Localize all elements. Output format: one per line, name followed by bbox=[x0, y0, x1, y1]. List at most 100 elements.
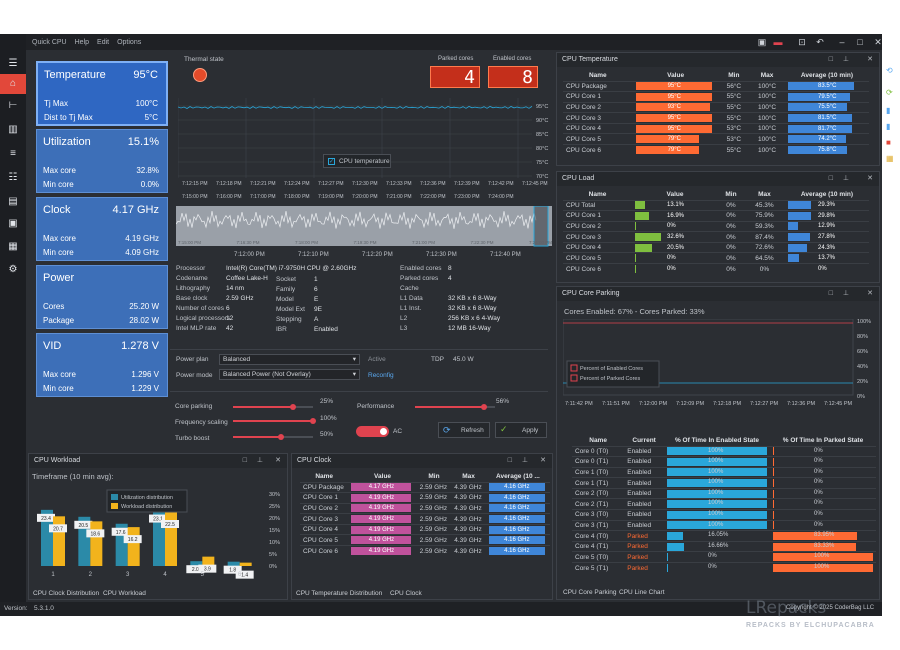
menu-icon[interactable]: ☰ bbox=[8, 58, 18, 69]
utilization-card[interactable]: Utilization 15.1% Max core 32.8% Min core… bbox=[36, 129, 168, 193]
column-header[interactable]: Max bbox=[462, 472, 475, 480]
chart-legend: Utilization distribution Workload distrib… bbox=[106, 489, 188, 513]
legend-label: Percent of Parked Cores bbox=[580, 376, 640, 382]
menu-options[interactable]: Options bbox=[117, 38, 142, 46]
column-header[interactable]: Value bbox=[667, 71, 685, 79]
chart-legend: Percent of Enabled Cores Percent of Parke… bbox=[566, 360, 660, 388]
column-header[interactable]: % Of Time In Parked State bbox=[782, 436, 864, 444]
column-header[interactable]: Value bbox=[374, 472, 392, 480]
temperature-card[interactable]: Temperature 95°C Tj Max 100°C Dist to Tj … bbox=[36, 61, 168, 126]
close-icon[interactable]: ✕ bbox=[540, 457, 546, 464]
info-value: 9E bbox=[314, 306, 322, 313]
close-icon[interactable]: ✕ bbox=[867, 56, 873, 63]
core-name: Core 4 (T0) bbox=[572, 530, 625, 542]
pin-icon[interactable]: ⊥ bbox=[842, 290, 849, 297]
info-value: Enabled bbox=[314, 326, 338, 333]
table-row: Core 1 (T1) Enabled 100% 0% bbox=[572, 477, 876, 489]
x-tick-label: 7:23:00 PM bbox=[454, 194, 480, 200]
minimize-icon[interactable]: – bbox=[839, 37, 845, 47]
ac-toggle[interactable] bbox=[356, 426, 389, 437]
column-header[interactable]: % Of Time In Enabled State bbox=[674, 436, 760, 444]
cell: 2.59 GHz bbox=[416, 534, 452, 546]
undo-icon[interactable]: ↶ bbox=[816, 37, 824, 47]
column-header[interactable]: Max bbox=[758, 190, 771, 198]
column-header[interactable]: Value bbox=[666, 190, 684, 198]
power-mode-select[interactable]: Balanced Power (Not Overlay) ▾ bbox=[219, 369, 360, 380]
grid-icon[interactable]: ▦ bbox=[8, 241, 18, 252]
column-header[interactable]: Average (10 min) bbox=[800, 71, 854, 79]
close-icon[interactable]: ✕ bbox=[275, 457, 281, 464]
column-header[interactable]: Name bbox=[588, 190, 607, 198]
sync-icon[interactable]: ⟳ bbox=[886, 88, 893, 97]
document-icon[interactable]: ▤ bbox=[8, 196, 18, 207]
power-card[interactable]: Power Cores 25.20 W Package 28.02 W bbox=[36, 265, 168, 329]
menu-help[interactable]: Help bbox=[74, 38, 90, 46]
column-header[interactable]: Max bbox=[760, 71, 774, 79]
refresh-button[interactable]: ⟳ Refresh bbox=[438, 422, 490, 438]
tab-workload[interactable]: CPU Workload bbox=[103, 590, 146, 597]
close-icon[interactable]: ✕ bbox=[867, 290, 873, 297]
bars-icon[interactable]: ▮ bbox=[886, 106, 891, 115]
table-row: CPU Core 5 4.19 GHz 2.59 GHz 4.39 GHz 4.16 G… bbox=[300, 534, 550, 546]
screenshot-icon[interactable]: ⊡ bbox=[798, 37, 806, 47]
apply-button[interactable]: ✓ Apply bbox=[495, 422, 547, 438]
card-row-value: 25.20 W bbox=[129, 302, 159, 311]
home-icon[interactable]: ⌂ bbox=[0, 74, 26, 94]
pin-icon[interactable]: ⊥ bbox=[842, 56, 849, 63]
column-header[interactable]: Name bbox=[315, 472, 334, 480]
clock-card[interactable]: Clock 4.17 GHz Max core 4.19 GHz Min core… bbox=[36, 197, 168, 261]
frequency-scaling-slider[interactable] bbox=[233, 417, 316, 424]
maximize-icon[interactable]: □ bbox=[242, 457, 247, 464]
close-icon[interactable]: ✕ bbox=[874, 37, 882, 47]
stack-icon[interactable]: ≡ bbox=[10, 148, 16, 159]
maximize-icon[interactable]: □ bbox=[828, 175, 833, 182]
pin-icon[interactable]: ⊥ bbox=[521, 457, 528, 464]
info-label: Codename bbox=[176, 275, 208, 282]
column-header[interactable]: Average (10 ... bbox=[496, 472, 540, 480]
column-header[interactable]: Min bbox=[728, 71, 740, 79]
checkbox-icon[interactable]: ✓ bbox=[328, 158, 335, 165]
maximize-icon[interactable]: □ bbox=[507, 457, 512, 464]
pin-icon[interactable]: ⊥ bbox=[256, 457, 263, 464]
column-header[interactable]: Name bbox=[588, 71, 607, 79]
power-plan-select[interactable]: Balanced ▾ bbox=[219, 354, 360, 365]
overview-timeline[interactable]: 7:12:00 PM 7:12:10 PM 7:12:20 PM 7:12:30 PM… bbox=[176, 206, 552, 258]
tab-temperature-distribution[interactable]: CPU Temperature Distribution bbox=[296, 590, 383, 597]
column-header[interactable]: Name bbox=[589, 436, 607, 444]
chart-icon[interactable]: ▥ bbox=[8, 124, 18, 135]
menu-edit[interactable]: Edit bbox=[97, 38, 110, 46]
maximize-icon[interactable]: □ bbox=[828, 290, 833, 297]
layout-icon[interactable]: ▣ bbox=[757, 37, 767, 47]
list-icon[interactable]: ☷ bbox=[8, 172, 18, 183]
tab-core-parking[interactable]: CPU Core Parking bbox=[563, 589, 617, 596]
refresh-icon[interactable]: ⟲ bbox=[886, 66, 893, 75]
maximize-icon[interactable]: □ bbox=[828, 56, 833, 63]
maximize-icon[interactable]: □ bbox=[857, 37, 863, 47]
tree-icon[interactable]: ⊢ bbox=[8, 100, 18, 111]
close-icon[interactable]: ✕ bbox=[867, 175, 873, 182]
vid-card[interactable]: VID 1.278 V Max core 1.296 V Min core 1.22… bbox=[36, 333, 168, 397]
row-name: CPU Core 3 bbox=[563, 112, 633, 124]
chart-icon[interactable]: ▮ bbox=[886, 122, 891, 131]
column-header[interactable]: Current bbox=[632, 436, 656, 444]
column-header[interactable]: Min bbox=[428, 472, 440, 480]
flag-icon[interactable]: ▬ bbox=[773, 37, 783, 47]
enabled-bar bbox=[667, 447, 767, 456]
grid-icon[interactable]: ▦ bbox=[886, 154, 894, 163]
tab-line-chart[interactable]: CPU Line Chart bbox=[619, 589, 665, 596]
reconfig-link[interactable]: Reconfig bbox=[368, 372, 394, 379]
performance-slider[interactable] bbox=[415, 403, 495, 410]
data-label: 1.4 bbox=[241, 573, 248, 579]
core-parking-slider[interactable] bbox=[233, 403, 313, 410]
tdp-label: TDP bbox=[431, 356, 444, 363]
settings-icon[interactable]: ⚙ bbox=[8, 264, 18, 275]
stop-icon[interactable]: ■ bbox=[886, 138, 891, 147]
refresh-icon: ⟳ bbox=[443, 425, 451, 435]
tab-clock-distribution[interactable]: CPU Clock Distribution bbox=[33, 590, 100, 597]
tab-clock[interactable]: CPU Clock bbox=[390, 590, 422, 597]
turbo-boost-slider[interactable] bbox=[233, 433, 313, 440]
columns-icon[interactable]: ▣ bbox=[8, 218, 18, 229]
pin-icon[interactable]: ⊥ bbox=[842, 175, 849, 182]
column-header[interactable]: Min bbox=[725, 190, 737, 198]
column-header[interactable]: Average (10 min) bbox=[800, 190, 854, 198]
